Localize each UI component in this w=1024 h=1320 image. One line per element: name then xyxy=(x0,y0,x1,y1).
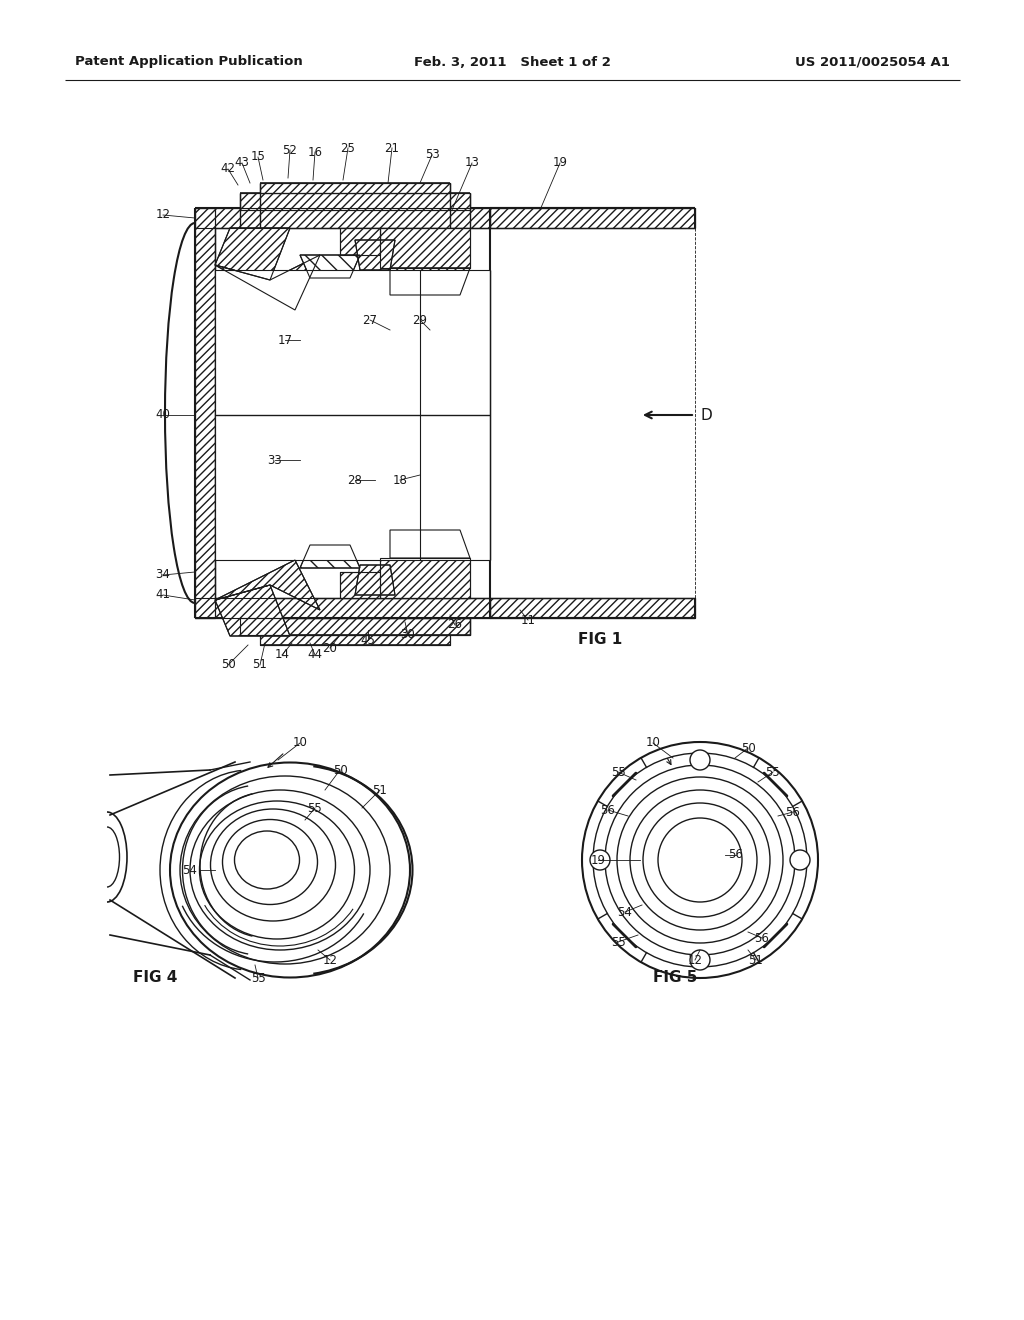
Ellipse shape xyxy=(200,801,354,939)
Polygon shape xyxy=(355,565,395,595)
Text: 56: 56 xyxy=(755,932,769,945)
Text: 11: 11 xyxy=(520,614,536,627)
Polygon shape xyxy=(300,545,360,568)
Text: 56: 56 xyxy=(785,805,801,818)
Ellipse shape xyxy=(222,820,317,904)
Text: 56: 56 xyxy=(600,804,615,817)
Text: FIG 5: FIG 5 xyxy=(653,970,697,986)
Ellipse shape xyxy=(211,809,336,921)
Text: 43: 43 xyxy=(234,157,250,169)
Circle shape xyxy=(643,803,757,917)
Text: 40: 40 xyxy=(156,408,170,421)
Polygon shape xyxy=(380,558,470,598)
Ellipse shape xyxy=(190,789,370,950)
Polygon shape xyxy=(340,228,380,255)
Text: 54: 54 xyxy=(182,863,198,876)
Text: 15: 15 xyxy=(251,150,265,164)
Text: 34: 34 xyxy=(156,569,170,582)
Polygon shape xyxy=(300,255,360,279)
Circle shape xyxy=(630,789,770,931)
Polygon shape xyxy=(490,209,695,228)
Text: US 2011/0025054 A1: US 2011/0025054 A1 xyxy=(795,55,950,69)
Ellipse shape xyxy=(170,763,410,978)
Text: 54: 54 xyxy=(617,906,633,919)
Text: 17: 17 xyxy=(278,334,293,346)
Circle shape xyxy=(605,766,795,954)
Text: 55: 55 xyxy=(766,766,780,779)
Text: 50: 50 xyxy=(333,763,347,776)
Circle shape xyxy=(690,950,710,970)
Text: 55: 55 xyxy=(251,972,265,985)
Text: 12: 12 xyxy=(323,953,338,966)
Text: 19: 19 xyxy=(553,157,567,169)
Circle shape xyxy=(593,752,807,968)
Text: 21: 21 xyxy=(384,141,399,154)
Polygon shape xyxy=(215,271,490,560)
Polygon shape xyxy=(195,598,490,618)
Text: 16: 16 xyxy=(307,145,323,158)
Text: 27: 27 xyxy=(362,314,378,326)
Text: 10: 10 xyxy=(645,737,660,750)
Text: D: D xyxy=(700,408,712,422)
Text: 10: 10 xyxy=(293,737,307,750)
Text: 52: 52 xyxy=(283,144,297,157)
Polygon shape xyxy=(215,228,290,280)
Polygon shape xyxy=(390,531,470,558)
Text: 13: 13 xyxy=(465,157,479,169)
Text: 42: 42 xyxy=(220,162,236,176)
Polygon shape xyxy=(355,240,395,271)
Text: 51: 51 xyxy=(749,953,764,966)
Text: 26: 26 xyxy=(447,619,463,631)
Polygon shape xyxy=(380,228,470,268)
Ellipse shape xyxy=(180,776,390,964)
Text: Patent Application Publication: Patent Application Publication xyxy=(75,55,303,69)
Polygon shape xyxy=(240,193,470,210)
Text: 44: 44 xyxy=(307,648,323,661)
Circle shape xyxy=(690,750,710,770)
Polygon shape xyxy=(490,598,695,618)
Text: 53: 53 xyxy=(425,149,439,161)
Ellipse shape xyxy=(234,832,299,888)
Text: 28: 28 xyxy=(347,474,362,487)
Text: 50: 50 xyxy=(220,659,236,672)
Text: 56: 56 xyxy=(728,849,743,862)
Text: 50: 50 xyxy=(740,742,756,755)
Text: 30: 30 xyxy=(400,628,416,642)
Text: 25: 25 xyxy=(341,141,355,154)
Text: FIG 4: FIG 4 xyxy=(133,970,177,986)
Polygon shape xyxy=(195,209,215,618)
Polygon shape xyxy=(215,585,290,636)
Text: 33: 33 xyxy=(267,454,283,466)
Circle shape xyxy=(582,742,818,978)
Text: 51: 51 xyxy=(253,659,267,672)
Text: 51: 51 xyxy=(373,784,387,796)
Polygon shape xyxy=(260,183,450,193)
Circle shape xyxy=(790,850,810,870)
Text: 14: 14 xyxy=(274,648,290,661)
Polygon shape xyxy=(240,618,470,635)
Text: 55: 55 xyxy=(307,801,323,814)
Text: 45: 45 xyxy=(360,634,376,647)
Circle shape xyxy=(590,850,610,870)
Polygon shape xyxy=(340,572,380,598)
Text: 12: 12 xyxy=(156,209,171,222)
Polygon shape xyxy=(195,209,490,228)
Polygon shape xyxy=(215,560,319,610)
Polygon shape xyxy=(215,255,319,310)
Text: 55: 55 xyxy=(610,766,626,779)
Polygon shape xyxy=(390,268,470,294)
Text: FIG 1: FIG 1 xyxy=(578,632,623,648)
Polygon shape xyxy=(260,635,450,645)
Circle shape xyxy=(617,777,783,942)
Text: Feb. 3, 2011   Sheet 1 of 2: Feb. 3, 2011 Sheet 1 of 2 xyxy=(414,55,610,69)
Circle shape xyxy=(658,818,742,902)
Text: 18: 18 xyxy=(392,474,408,487)
Text: 41: 41 xyxy=(156,589,171,602)
Text: 20: 20 xyxy=(323,642,338,655)
Text: 55: 55 xyxy=(610,936,626,949)
Text: 19: 19 xyxy=(591,854,605,866)
Text: 12: 12 xyxy=(687,953,702,966)
Text: 29: 29 xyxy=(413,314,427,326)
